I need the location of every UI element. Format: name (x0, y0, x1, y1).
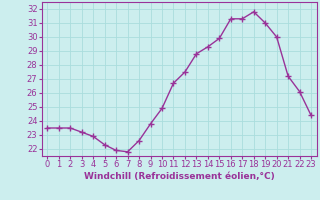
X-axis label: Windchill (Refroidissement éolien,°C): Windchill (Refroidissement éolien,°C) (84, 172, 275, 181)
